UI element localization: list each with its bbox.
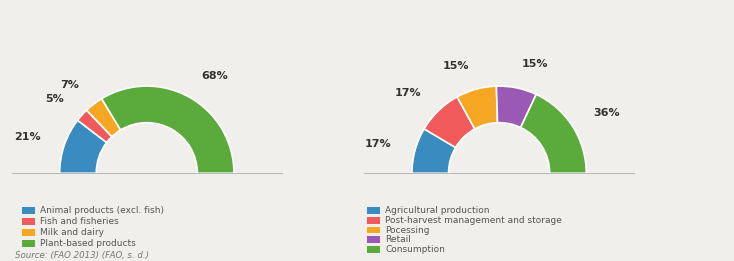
Wedge shape xyxy=(457,86,498,129)
Wedge shape xyxy=(59,173,234,260)
Wedge shape xyxy=(87,99,120,137)
Text: 15%: 15% xyxy=(522,59,548,69)
Text: 7%: 7% xyxy=(60,80,79,90)
Text: Retail: Retail xyxy=(385,235,411,244)
Text: Source: (FAO 2013) (FAO, s. d.): Source: (FAO 2013) (FAO, s. d.) xyxy=(15,251,149,260)
Text: Milk and dairy: Milk and dairy xyxy=(40,228,104,237)
Wedge shape xyxy=(102,86,234,173)
Text: Fish and fisheries: Fish and fisheries xyxy=(40,217,119,226)
Text: 68%: 68% xyxy=(202,71,228,81)
Text: Pocessing: Pocessing xyxy=(385,226,430,235)
Wedge shape xyxy=(59,120,106,173)
Text: 36%: 36% xyxy=(593,109,620,118)
Text: 15%: 15% xyxy=(443,61,470,71)
Text: 5%: 5% xyxy=(45,94,64,104)
Text: Agricultural production: Agricultural production xyxy=(385,206,490,215)
Wedge shape xyxy=(412,129,456,173)
Text: Post-harvest management and storage: Post-harvest management and storage xyxy=(385,216,562,225)
Text: Plant-based products: Plant-based products xyxy=(40,239,136,248)
Wedge shape xyxy=(520,94,586,173)
Wedge shape xyxy=(78,110,112,143)
Text: 17%: 17% xyxy=(365,139,391,149)
Wedge shape xyxy=(412,173,586,260)
Text: 21%: 21% xyxy=(15,132,41,143)
Text: 17%: 17% xyxy=(395,88,421,98)
Text: Consumption: Consumption xyxy=(385,245,446,254)
Wedge shape xyxy=(496,86,537,128)
Wedge shape xyxy=(424,97,475,147)
Text: Animal products (excl. fish): Animal products (excl. fish) xyxy=(40,206,164,215)
